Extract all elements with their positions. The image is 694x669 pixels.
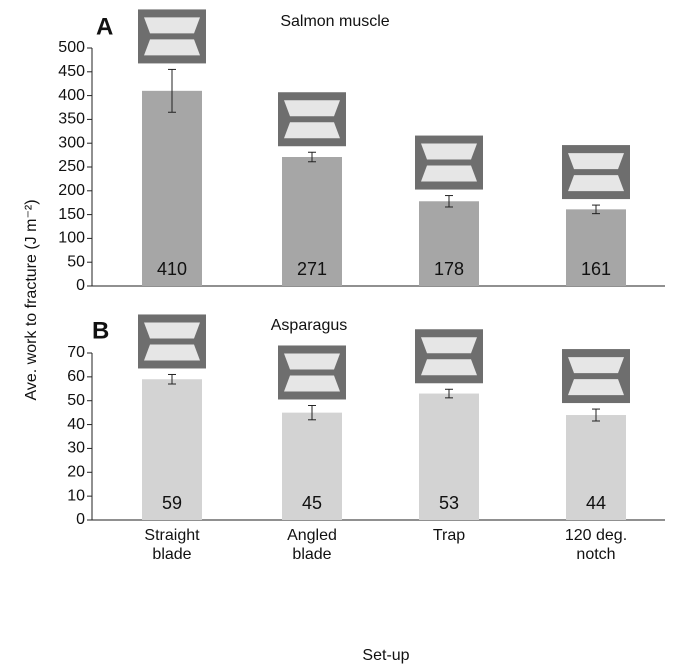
chart-title: Asparagus bbox=[271, 317, 348, 334]
y-tick-label: 30 bbox=[67, 440, 85, 457]
blade-shape bbox=[421, 144, 477, 160]
blade-shape bbox=[284, 353, 340, 369]
y-tick-label: 0 bbox=[76, 511, 85, 528]
y-tick-label: 400 bbox=[58, 87, 85, 104]
chart-title: Salmon muscle bbox=[280, 13, 389, 30]
y-tick-label: 50 bbox=[67, 253, 85, 270]
bar bbox=[142, 91, 202, 286]
blade-shape bbox=[421, 337, 477, 353]
value-label: 161 bbox=[581, 259, 611, 279]
y-tick-label: 50 bbox=[67, 392, 85, 409]
value-label: 53 bbox=[439, 493, 459, 513]
x-tick-label: 120 deg. notch bbox=[551, 526, 641, 564]
figure: 050100150200250300350400450500ASalmon mu… bbox=[0, 0, 694, 669]
blade-shape bbox=[421, 166, 477, 182]
blade-shape bbox=[568, 175, 624, 191]
y-tick-label: 40 bbox=[67, 416, 85, 433]
y-tick-label: 60 bbox=[67, 368, 85, 385]
value-label: 59 bbox=[162, 493, 182, 513]
x-tick-label: Angled blade bbox=[267, 526, 357, 564]
blade-shape bbox=[284, 375, 340, 391]
blade-shape bbox=[421, 359, 477, 375]
blade-shape bbox=[568, 357, 624, 373]
y-tick-label: 350 bbox=[58, 111, 85, 128]
y-tick-label: 10 bbox=[67, 487, 85, 504]
panel-label: A bbox=[96, 13, 113, 40]
value-label: 271 bbox=[297, 259, 327, 279]
y-tick-label: 250 bbox=[58, 158, 85, 175]
value-label: 45 bbox=[302, 493, 322, 513]
y-tick-label: 200 bbox=[58, 182, 85, 199]
y-tick-label: 300 bbox=[58, 134, 85, 151]
blade-shape bbox=[144, 39, 200, 55]
blade-shape bbox=[568, 379, 624, 395]
y-tick-label: 20 bbox=[67, 464, 85, 481]
y-tick-label: 150 bbox=[58, 206, 85, 223]
blade-shape bbox=[144, 344, 200, 360]
blade-shape bbox=[568, 153, 624, 169]
y-tick-label: 500 bbox=[58, 39, 85, 56]
x-axis-label: Set-up bbox=[362, 647, 409, 664]
y-tick-label: 100 bbox=[58, 230, 85, 247]
panel-label: B bbox=[92, 317, 109, 344]
y-axis-label: Ave. work to fracture (J m⁻²) bbox=[23, 199, 40, 400]
value-label: 44 bbox=[586, 493, 606, 513]
value-label: 178 bbox=[434, 259, 464, 279]
y-tick-label: 70 bbox=[67, 344, 85, 361]
y-tick-label: 450 bbox=[58, 63, 85, 80]
y-tick-label: 0 bbox=[76, 277, 85, 294]
blade-shape bbox=[284, 122, 340, 138]
blade-shape bbox=[144, 322, 200, 338]
blade-shape bbox=[144, 17, 200, 33]
x-tick-label: Trap bbox=[404, 526, 494, 545]
x-tick-label: Straight blade bbox=[127, 526, 217, 564]
blade-shape bbox=[284, 100, 340, 116]
chart: 050100150200250300350400450500ASalmon mu… bbox=[0, 0, 694, 669]
value-label: 410 bbox=[157, 259, 187, 279]
